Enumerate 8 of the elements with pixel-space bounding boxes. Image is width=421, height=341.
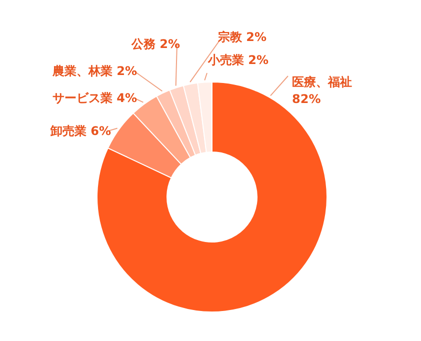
slice-label: 卸売業 6% bbox=[49, 124, 111, 138]
slice-label: 公務 2% bbox=[130, 37, 180, 51]
slice-label: サービス業 4% bbox=[52, 91, 137, 105]
slice-label: 医療、福祉 bbox=[292, 75, 352, 89]
data-label: 82% bbox=[292, 92, 321, 106]
slice-label: 宗教 2% bbox=[217, 30, 267, 44]
slice-label: 小売業 2% bbox=[207, 53, 269, 67]
slice-label: 農業、林業 2% bbox=[51, 64, 137, 78]
